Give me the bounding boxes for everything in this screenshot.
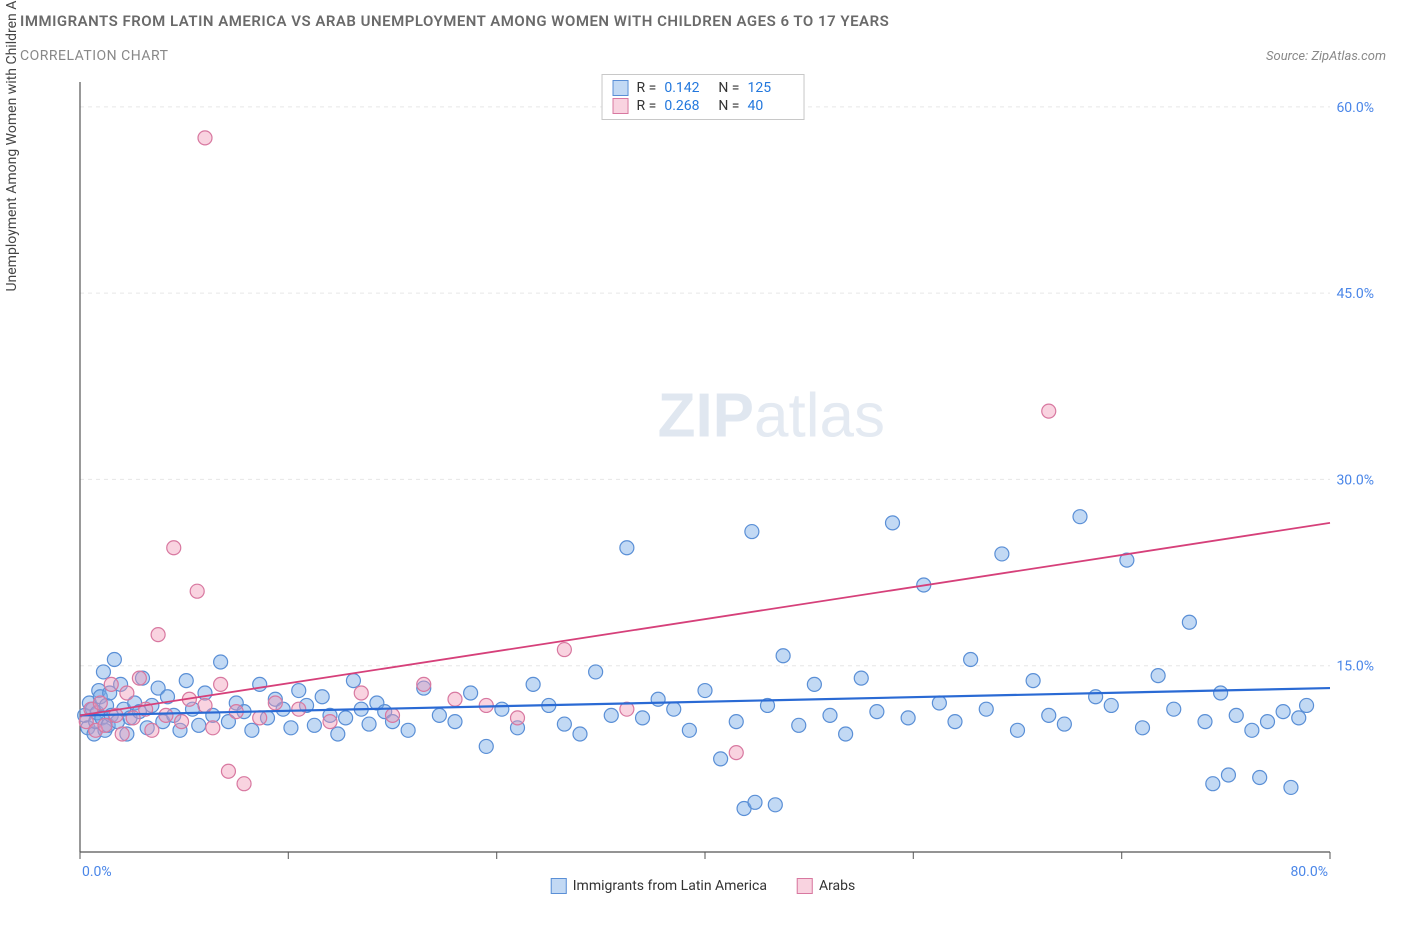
svg-text:45.0%: 45.0%	[1336, 286, 1374, 302]
chart-container: Unemployment Among Women with Children A…	[20, 72, 1386, 892]
scatter-chart: 15.0% 30.0% 45.0% 60.0% 0.0% 80.0%	[20, 72, 1386, 892]
legend-stats-row-latin: R = 0.142 N = 125	[613, 79, 794, 97]
n-value-latin: 125	[747, 80, 793, 96]
subtitle-row: CORRELATION CHART Source: ZipAtlas.com	[20, 48, 1386, 64]
swatch-arab	[613, 98, 629, 114]
swatch-latin	[613, 80, 629, 96]
svg-text:30.0%: 30.0%	[1336, 472, 1374, 488]
swatch-arab	[797, 878, 813, 894]
legend-label-latin: Immigrants from Latin America	[573, 878, 767, 894]
legend-stats-row-arab: R = 0.268 N = 40	[613, 97, 794, 115]
source-label: Source:	[1266, 49, 1308, 64]
r-value-arab: 0.268	[664, 98, 710, 114]
legend-stats-box: R = 0.142 N = 125 R = 0.268 N = 40	[602, 74, 805, 120]
legend-item-latin: Immigrants from Latin America	[551, 878, 767, 894]
r-value-latin: 0.142	[664, 80, 710, 96]
swatch-latin	[551, 878, 567, 894]
n-label: N =	[718, 80, 739, 96]
legend-item-arab: Arabs	[797, 878, 855, 894]
svg-text:80.0%: 80.0%	[1290, 864, 1328, 880]
chart-title: IMMIGRANTS FROM LATIN AMERICA VS ARAB UN…	[20, 12, 1386, 30]
chart-subtitle: CORRELATION CHART	[20, 48, 168, 64]
n-label: N =	[718, 98, 739, 114]
n-value-arab: 40	[747, 98, 793, 114]
r-label: R =	[637, 98, 657, 114]
r-label: R =	[637, 80, 657, 96]
svg-text:15.0%: 15.0%	[1336, 659, 1374, 675]
source-name: ZipAtlas.com	[1311, 49, 1386, 64]
y-axis-label: Unemployment Among Women with Children A…	[4, 0, 20, 292]
legend-label-arab: Arabs	[819, 878, 855, 894]
svg-text:60.0%: 60.0%	[1336, 100, 1374, 116]
legend-bottom: Immigrants from Latin America Arabs	[551, 878, 856, 894]
svg-text:0.0%: 0.0%	[82, 864, 112, 880]
source-credit: Source: ZipAtlas.com	[1266, 49, 1386, 64]
